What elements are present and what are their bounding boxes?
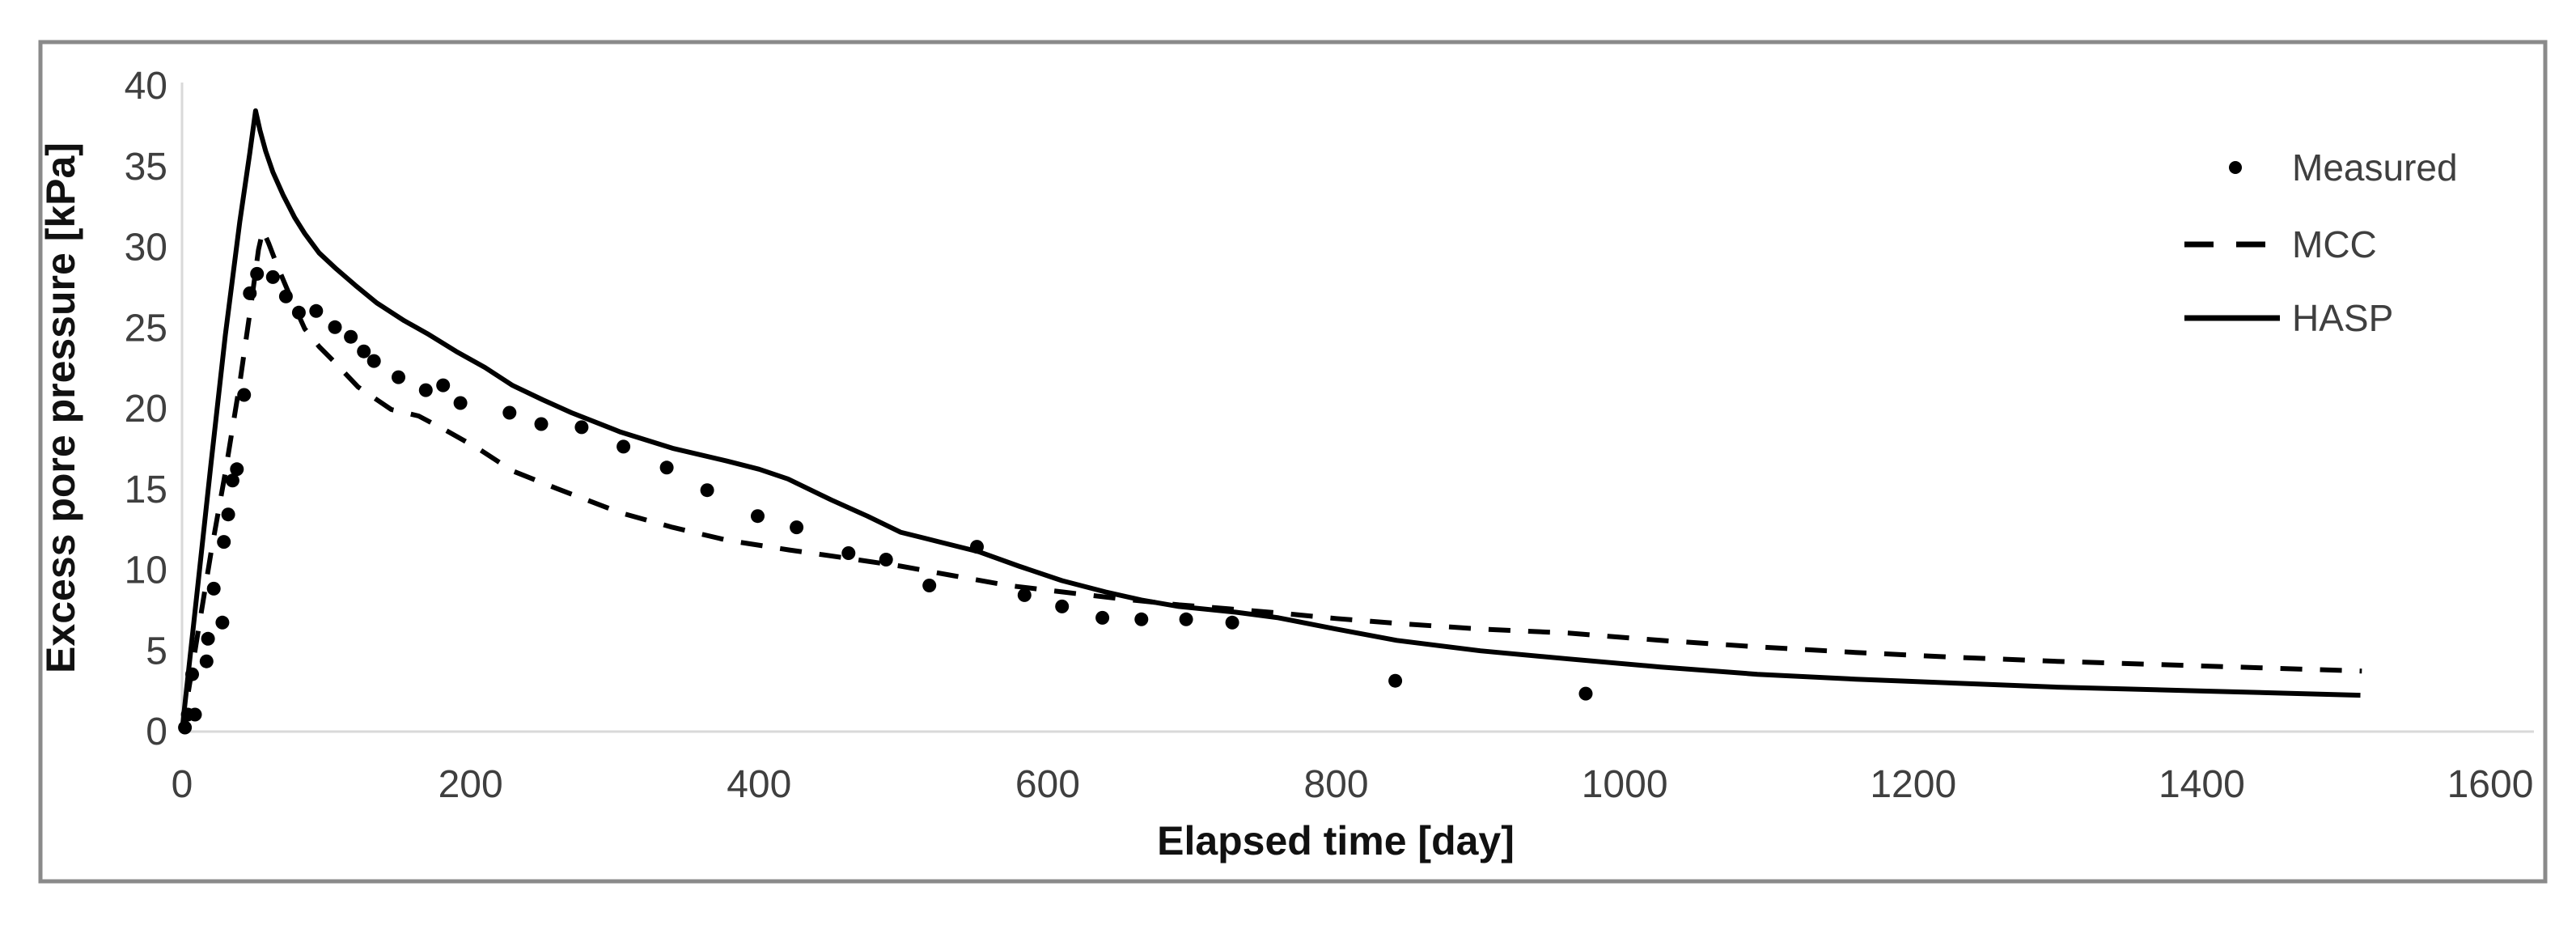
- measured-point: [1388, 673, 1403, 688]
- measured-point: [188, 707, 202, 722]
- measured-point: [392, 370, 405, 384]
- x-tick-label: 400: [727, 763, 791, 806]
- measured-point: [1134, 612, 1149, 626]
- y-axis-title: Excess pore pressure [kPa]: [38, 142, 83, 673]
- measured-point: [291, 305, 306, 320]
- measured-point: [502, 405, 517, 420]
- measured-point: [436, 378, 451, 392]
- x-tick-label: 800: [1303, 763, 1368, 806]
- x-tick-label: 600: [1015, 763, 1080, 806]
- y-tick-label: 20: [125, 388, 167, 431]
- measured-point: [215, 615, 230, 630]
- x-tick-label: 1200: [1870, 763, 1956, 806]
- measured-point: [357, 344, 371, 359]
- x-tick-label: 1400: [2159, 763, 2245, 806]
- measured-point: [1225, 615, 1239, 630]
- y-tick-label: 5: [146, 630, 167, 673]
- measured-point: [841, 546, 856, 560]
- legend-dot-marker: [2229, 161, 2242, 174]
- x-axis-title: Elapsed time [day]: [1157, 818, 1515, 863]
- measured-point: [453, 396, 468, 410]
- x-tick-label: 200: [439, 763, 503, 806]
- y-axis-tick-labels: 0 5 10 15 20 25 30 35 40: [125, 65, 167, 753]
- mcc-line: [180, 227, 2362, 732]
- chart-border: [38, 40, 2548, 884]
- series-layer: [178, 108, 2362, 735]
- legend-label: HASP: [2292, 297, 2393, 339]
- legend-label: Measured: [2292, 146, 2458, 189]
- legend-label: MCC: [2292, 223, 2377, 265]
- measured-point: [970, 540, 984, 554]
- measured-point: [217, 535, 231, 549]
- legend-item-measured: Measured: [2229, 146, 2458, 189]
- measured-point: [1578, 686, 1593, 701]
- y-tick-label: 25: [125, 307, 167, 350]
- x-tick-label: 1600: [2447, 763, 2534, 806]
- measured-point: [237, 388, 252, 402]
- measured-point: [250, 266, 265, 281]
- measured-point: [201, 631, 215, 646]
- measured-points: [178, 266, 1593, 735]
- hasp-line: [180, 108, 2361, 732]
- x-axis-tick-labels: 0 200 400 600 800 1000 1200 1400 1600: [172, 763, 2534, 806]
- measured-point: [230, 462, 244, 477]
- y-tick-label: 15: [125, 469, 167, 511]
- y-tick-label: 40: [125, 65, 167, 108]
- measured-point: [178, 720, 193, 735]
- measured-point: [616, 439, 631, 454]
- measured-point: [309, 303, 324, 318]
- measured-point: [265, 269, 280, 284]
- measured-point: [534, 417, 549, 431]
- measured-point: [418, 383, 433, 397]
- measured-point: [1017, 588, 1032, 602]
- measured-point: [366, 354, 381, 368]
- measured-point: [221, 507, 235, 522]
- y-tick-label: 10: [125, 549, 167, 592]
- legend-item-mcc: MCC: [2184, 223, 2377, 265]
- legend: Measured MCC HASP: [2184, 146, 2458, 339]
- measured-point: [206, 581, 221, 596]
- y-tick-label: 0: [146, 711, 167, 753]
- measured-point: [225, 473, 239, 488]
- measured-point: [1055, 599, 1070, 613]
- legend-item-hasp: HASP: [2184, 297, 2393, 339]
- measured-point: [328, 320, 342, 334]
- measured-point: [879, 553, 893, 566]
- measured-point: [185, 667, 199, 681]
- measured-point: [1179, 612, 1193, 626]
- measured-point: [243, 286, 257, 300]
- measured-point: [199, 654, 214, 668]
- measured-point: [278, 289, 293, 303]
- measured-point: [700, 483, 714, 498]
- measured-point: [922, 579, 937, 592]
- measured-point: [1095, 610, 1110, 625]
- measured-point: [790, 520, 804, 535]
- y-tick-label: 35: [125, 146, 167, 189]
- y-tick-label: 30: [125, 227, 167, 269]
- measured-point: [659, 460, 674, 475]
- measured-point: [751, 509, 765, 524]
- x-tick-label: 0: [172, 763, 193, 806]
- measured-point: [344, 329, 358, 344]
- measured-point: [574, 420, 589, 435]
- x-tick-label: 1000: [1582, 763, 1668, 806]
